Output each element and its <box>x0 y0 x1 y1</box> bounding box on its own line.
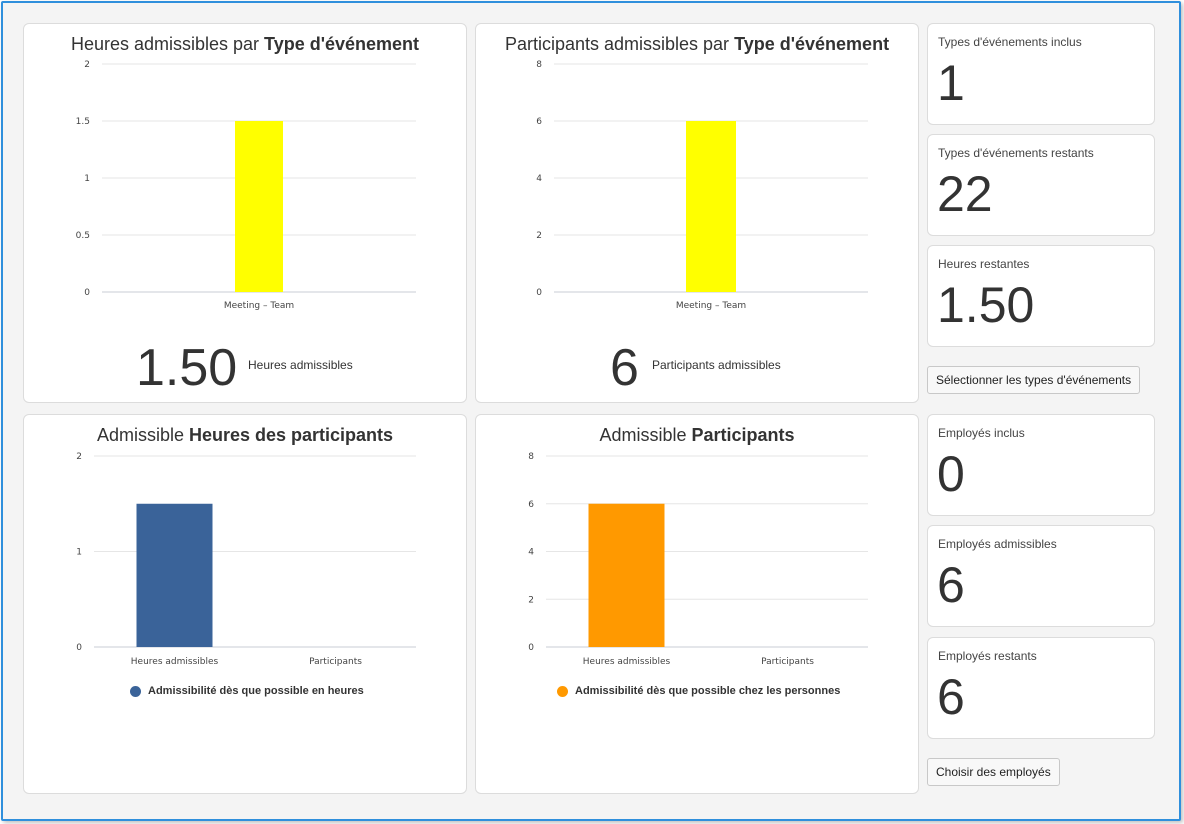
employees-included-card: Employés inclus 0 <box>927 414 1155 516</box>
y-tick-label: 8 <box>528 452 534 462</box>
x-tick-label: Meeting – Team <box>676 301 746 311</box>
y-tick-label: 6 <box>536 117 542 127</box>
eligible-participants-label: Participants admissibles <box>652 358 781 372</box>
stat-value: 22 <box>937 166 993 222</box>
x-tick-label: Heures admissibles <box>583 657 671 667</box>
stat-value: 6 <box>937 669 965 725</box>
y-tick-label: 4 <box>536 174 542 184</box>
participant-hours-chart: 0 1 2 Heures admissibles Participants <box>76 452 416 667</box>
bar <box>588 503 665 647</box>
y-tick-label: 0 <box>84 288 90 298</box>
stat-label: Types d'événements restants <box>938 146 1094 160</box>
x-tick-label: Heures admissibles <box>131 657 219 667</box>
y-tick-label: 1 <box>76 548 82 558</box>
chart-legend: Admissibilité dès que possible chez les … <box>557 685 840 697</box>
y-tick-label: 2 <box>528 595 534 605</box>
eligible-hours-value: 1.50 <box>136 339 238 397</box>
y-tick-label: 0 <box>536 288 542 298</box>
chart-title: Participants admissibles par Type d'évén… <box>504 34 890 54</box>
y-tick-label: 1 <box>84 174 90 184</box>
y-tick-label: 0 <box>528 643 534 653</box>
y-tick-label: 1.5 <box>76 117 90 127</box>
hours-by-type-chart: 0 0.5 1 1.5 2 Meeting – Team <box>76 60 416 311</box>
stat-value: 6 <box>937 557 965 613</box>
stat-label: Employés inclus <box>938 426 1025 440</box>
participants-card: Admissible Participants 0 2 4 6 8 Heures admi… <box>475 414 919 794</box>
legend-dot-icon <box>557 685 568 697</box>
bar <box>686 121 736 292</box>
y-tick-label: 6 <box>528 500 534 510</box>
choose-employees-button[interactable]: Choisir des employés <box>927 758 1060 786</box>
y-tick-label: 0 <box>76 643 82 653</box>
stat-label: Heures restantes <box>938 257 1030 271</box>
participants-by-type-card: Participants admissibles par Type d'évén… <box>475 23 919 403</box>
bar <box>235 121 283 292</box>
stat-label: Employés restants <box>938 649 1037 663</box>
y-tick-label: 4 <box>528 548 534 558</box>
event-types-included-card: Types d'événements inclus 1 <box>927 23 1155 125</box>
hours-by-type-card: Heures admissibles par Type d'événement … <box>23 23 467 403</box>
bar <box>136 503 213 647</box>
participants-chart: 0 2 4 6 8 Heures admissibles Participants <box>528 452 868 667</box>
participant-hours-card: Admissible Heures des participants 0 1 2 He… <box>23 414 467 794</box>
y-tick-label: 8 <box>536 60 542 70</box>
stat-label: Employés admissibles <box>938 537 1057 551</box>
stat-label: Types d'événements inclus <box>938 35 1082 49</box>
x-tick-label: Meeting – Team <box>224 301 294 311</box>
chart-title: Admissible Participants <box>599 425 795 445</box>
eligible-hours-label: Heures admissibles <box>248 358 353 372</box>
event-types-remaining-card: Types d'événements restants 22 <box>927 134 1155 236</box>
stat-value: 1 <box>937 55 965 111</box>
eligible-participants-value: 6 <box>610 339 639 397</box>
y-tick-label: 2 <box>536 231 542 241</box>
x-tick-label: Participants <box>309 657 362 667</box>
legend-dot-icon <box>130 685 141 697</box>
y-tick-label: 0.5 <box>76 231 90 241</box>
chart-legend: Admissibilité dès que possible en heures <box>130 685 364 697</box>
stat-value: 0 <box>937 446 965 502</box>
select-event-types-button[interactable]: Sélectionner les types d'événements <box>927 366 1141 394</box>
y-tick-label: 2 <box>84 60 90 70</box>
participants-by-type-chart: 0 2 4 6 8 Meeting – Team <box>536 60 868 311</box>
hours-remaining-card: Heures restantes 1.50 <box>927 245 1155 347</box>
chart-title: Heures admissibles par Type d'événement <box>70 34 420 54</box>
stat-value: 1.50 <box>937 277 1035 333</box>
x-tick-label: Participants <box>761 657 814 667</box>
employees-eligible-card: Employés admissibles 6 <box>927 525 1155 627</box>
y-tick-label: 2 <box>76 452 82 462</box>
chart-title: Admissible Heures des participants <box>96 425 394 445</box>
employees-remaining-card: Employés restants 6 <box>927 637 1155 739</box>
